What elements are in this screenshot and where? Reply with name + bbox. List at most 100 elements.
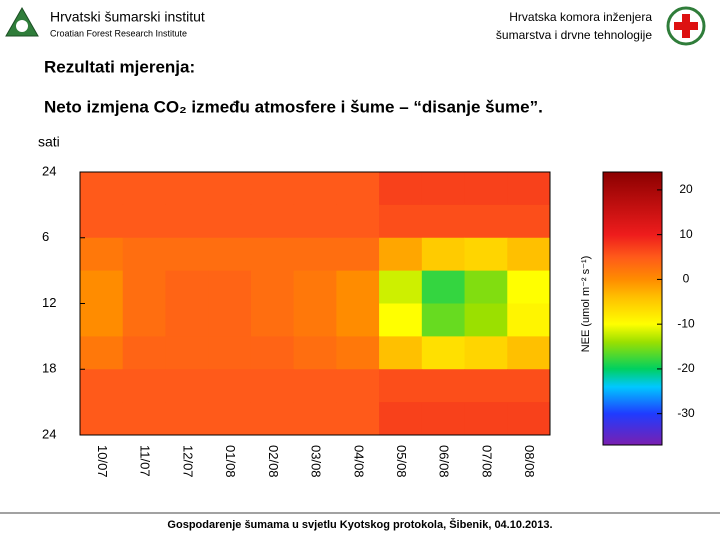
- heat-cell: [379, 336, 423, 370]
- heat-cell: [208, 303, 252, 337]
- heat-cell: [336, 402, 380, 436]
- y-tick-label: 18: [42, 361, 56, 376]
- heat-cell: [464, 402, 508, 436]
- heat-cell: [336, 237, 380, 272]
- heat-cell: [165, 204, 209, 239]
- heat-cell: [165, 402, 209, 436]
- x-tick-label: 06/08: [437, 445, 452, 478]
- heat-cell: [293, 369, 337, 403]
- x-tick-label: 05/08: [394, 445, 409, 478]
- heat-cell: [507, 237, 551, 272]
- heat-cell: [250, 172, 295, 206]
- heat-cell: [336, 172, 380, 206]
- heat-cell: [336, 369, 380, 403]
- heat-cell: [507, 402, 551, 436]
- heat-cell: [165, 172, 209, 206]
- heat-cell: [80, 402, 124, 436]
- heat-cell: [464, 172, 508, 206]
- heat-cell: [421, 270, 466, 304]
- heat-cell: [464, 336, 508, 370]
- y-axis-label: sati: [38, 134, 60, 150]
- colorbar: [602, 171, 663, 446]
- heat-cell: [165, 303, 209, 337]
- heat-cell: [250, 303, 295, 337]
- heat-cell: [379, 402, 423, 436]
- heat-cell: [507, 204, 551, 239]
- heat-cell: [507, 336, 551, 370]
- heat-cell: [165, 237, 209, 272]
- heat-cell: [80, 336, 124, 370]
- heat-cell: [208, 172, 252, 206]
- heat-cell: [80, 204, 124, 239]
- heat-cell: [80, 237, 124, 272]
- colorbar-tick-label: -30: [677, 406, 695, 420]
- chart-title: Neto izmjena CO₂ između atmosfere i šume…: [44, 97, 543, 116]
- heat-cell: [208, 402, 252, 436]
- heat-cell: [250, 402, 295, 436]
- left-subtitle: Croatian Forest Research Institute: [50, 28, 187, 38]
- heat-cell: [507, 303, 551, 337]
- colorbar-tick-label: -10: [677, 316, 695, 330]
- x-tick-label: 03/08: [309, 445, 324, 478]
- heat-cell: [208, 369, 252, 403]
- heat-cell: [379, 172, 423, 206]
- heat-cell: [379, 237, 423, 272]
- colorbar-tick-label: 20: [679, 182, 693, 196]
- y-tick-label: 6: [42, 229, 49, 244]
- heat-cell: [122, 336, 166, 370]
- heat-cell: [421, 369, 466, 403]
- colorbar-tick-label: 0: [683, 272, 690, 286]
- heat-cell: [122, 369, 166, 403]
- heat-cell: [80, 270, 124, 304]
- heat-cell: [379, 303, 423, 337]
- heat-cell: [165, 336, 209, 370]
- heading: Rezultati mjerenja:: [44, 57, 195, 76]
- heat-cell: [421, 237, 466, 272]
- x-tick-label: 10/07: [95, 445, 110, 478]
- heat-cell: [421, 336, 466, 370]
- heat-cell: [293, 172, 337, 206]
- heat-cell: [464, 369, 508, 403]
- heat-cell: [250, 204, 295, 239]
- heat-cell: [464, 303, 508, 337]
- heat-cell: [507, 172, 551, 206]
- heat-cell: [421, 303, 466, 337]
- heat-cell: [208, 270, 252, 304]
- colorbar-label: NEE (umol m⁻² s⁻¹): [580, 256, 592, 353]
- x-tick-label: 02/08: [266, 445, 281, 478]
- heat-cell: [293, 270, 337, 304]
- heat-cell: [122, 172, 166, 206]
- x-tick-label: 11/07: [138, 445, 153, 477]
- heat-cell: [421, 204, 466, 239]
- colorbar-tick-label: 10: [679, 227, 693, 241]
- colorbar-tick-label: -20: [677, 361, 695, 375]
- heat-cell: [464, 270, 508, 304]
- y-tick-label: 24: [42, 426, 56, 441]
- heat-cell: [122, 237, 166, 272]
- x-tick-label: 01/08: [223, 445, 238, 478]
- right-line1: Hrvatska komora inženjera: [509, 10, 652, 24]
- heat-cell: [250, 336, 295, 370]
- heat-cell: [208, 336, 252, 370]
- heat-cell: [80, 369, 124, 403]
- heat-cell: [80, 303, 124, 337]
- footer: Gospodarenje šumama u svjetlu Kyotskog p…: [167, 518, 552, 531]
- x-tick-label: 07/08: [479, 445, 494, 478]
- heat-cell: [208, 204, 252, 239]
- heat-cell: [250, 369, 295, 403]
- heat-cell: [379, 369, 423, 403]
- heat-cell: [165, 369, 209, 403]
- heat-cell: [80, 172, 124, 206]
- heat-cell: [122, 270, 166, 304]
- heat-cell: [293, 303, 337, 337]
- heat-cell: [336, 270, 380, 304]
- heat-cell: [122, 402, 166, 436]
- heat-cell: [464, 204, 508, 239]
- heat-cell: [293, 237, 337, 272]
- heat-cell: [293, 336, 337, 370]
- heat-cell: [507, 270, 551, 304]
- x-tick-label: 12/07: [180, 445, 195, 478]
- x-tick-label: 08/08: [522, 445, 537, 478]
- heat-cell: [208, 237, 252, 272]
